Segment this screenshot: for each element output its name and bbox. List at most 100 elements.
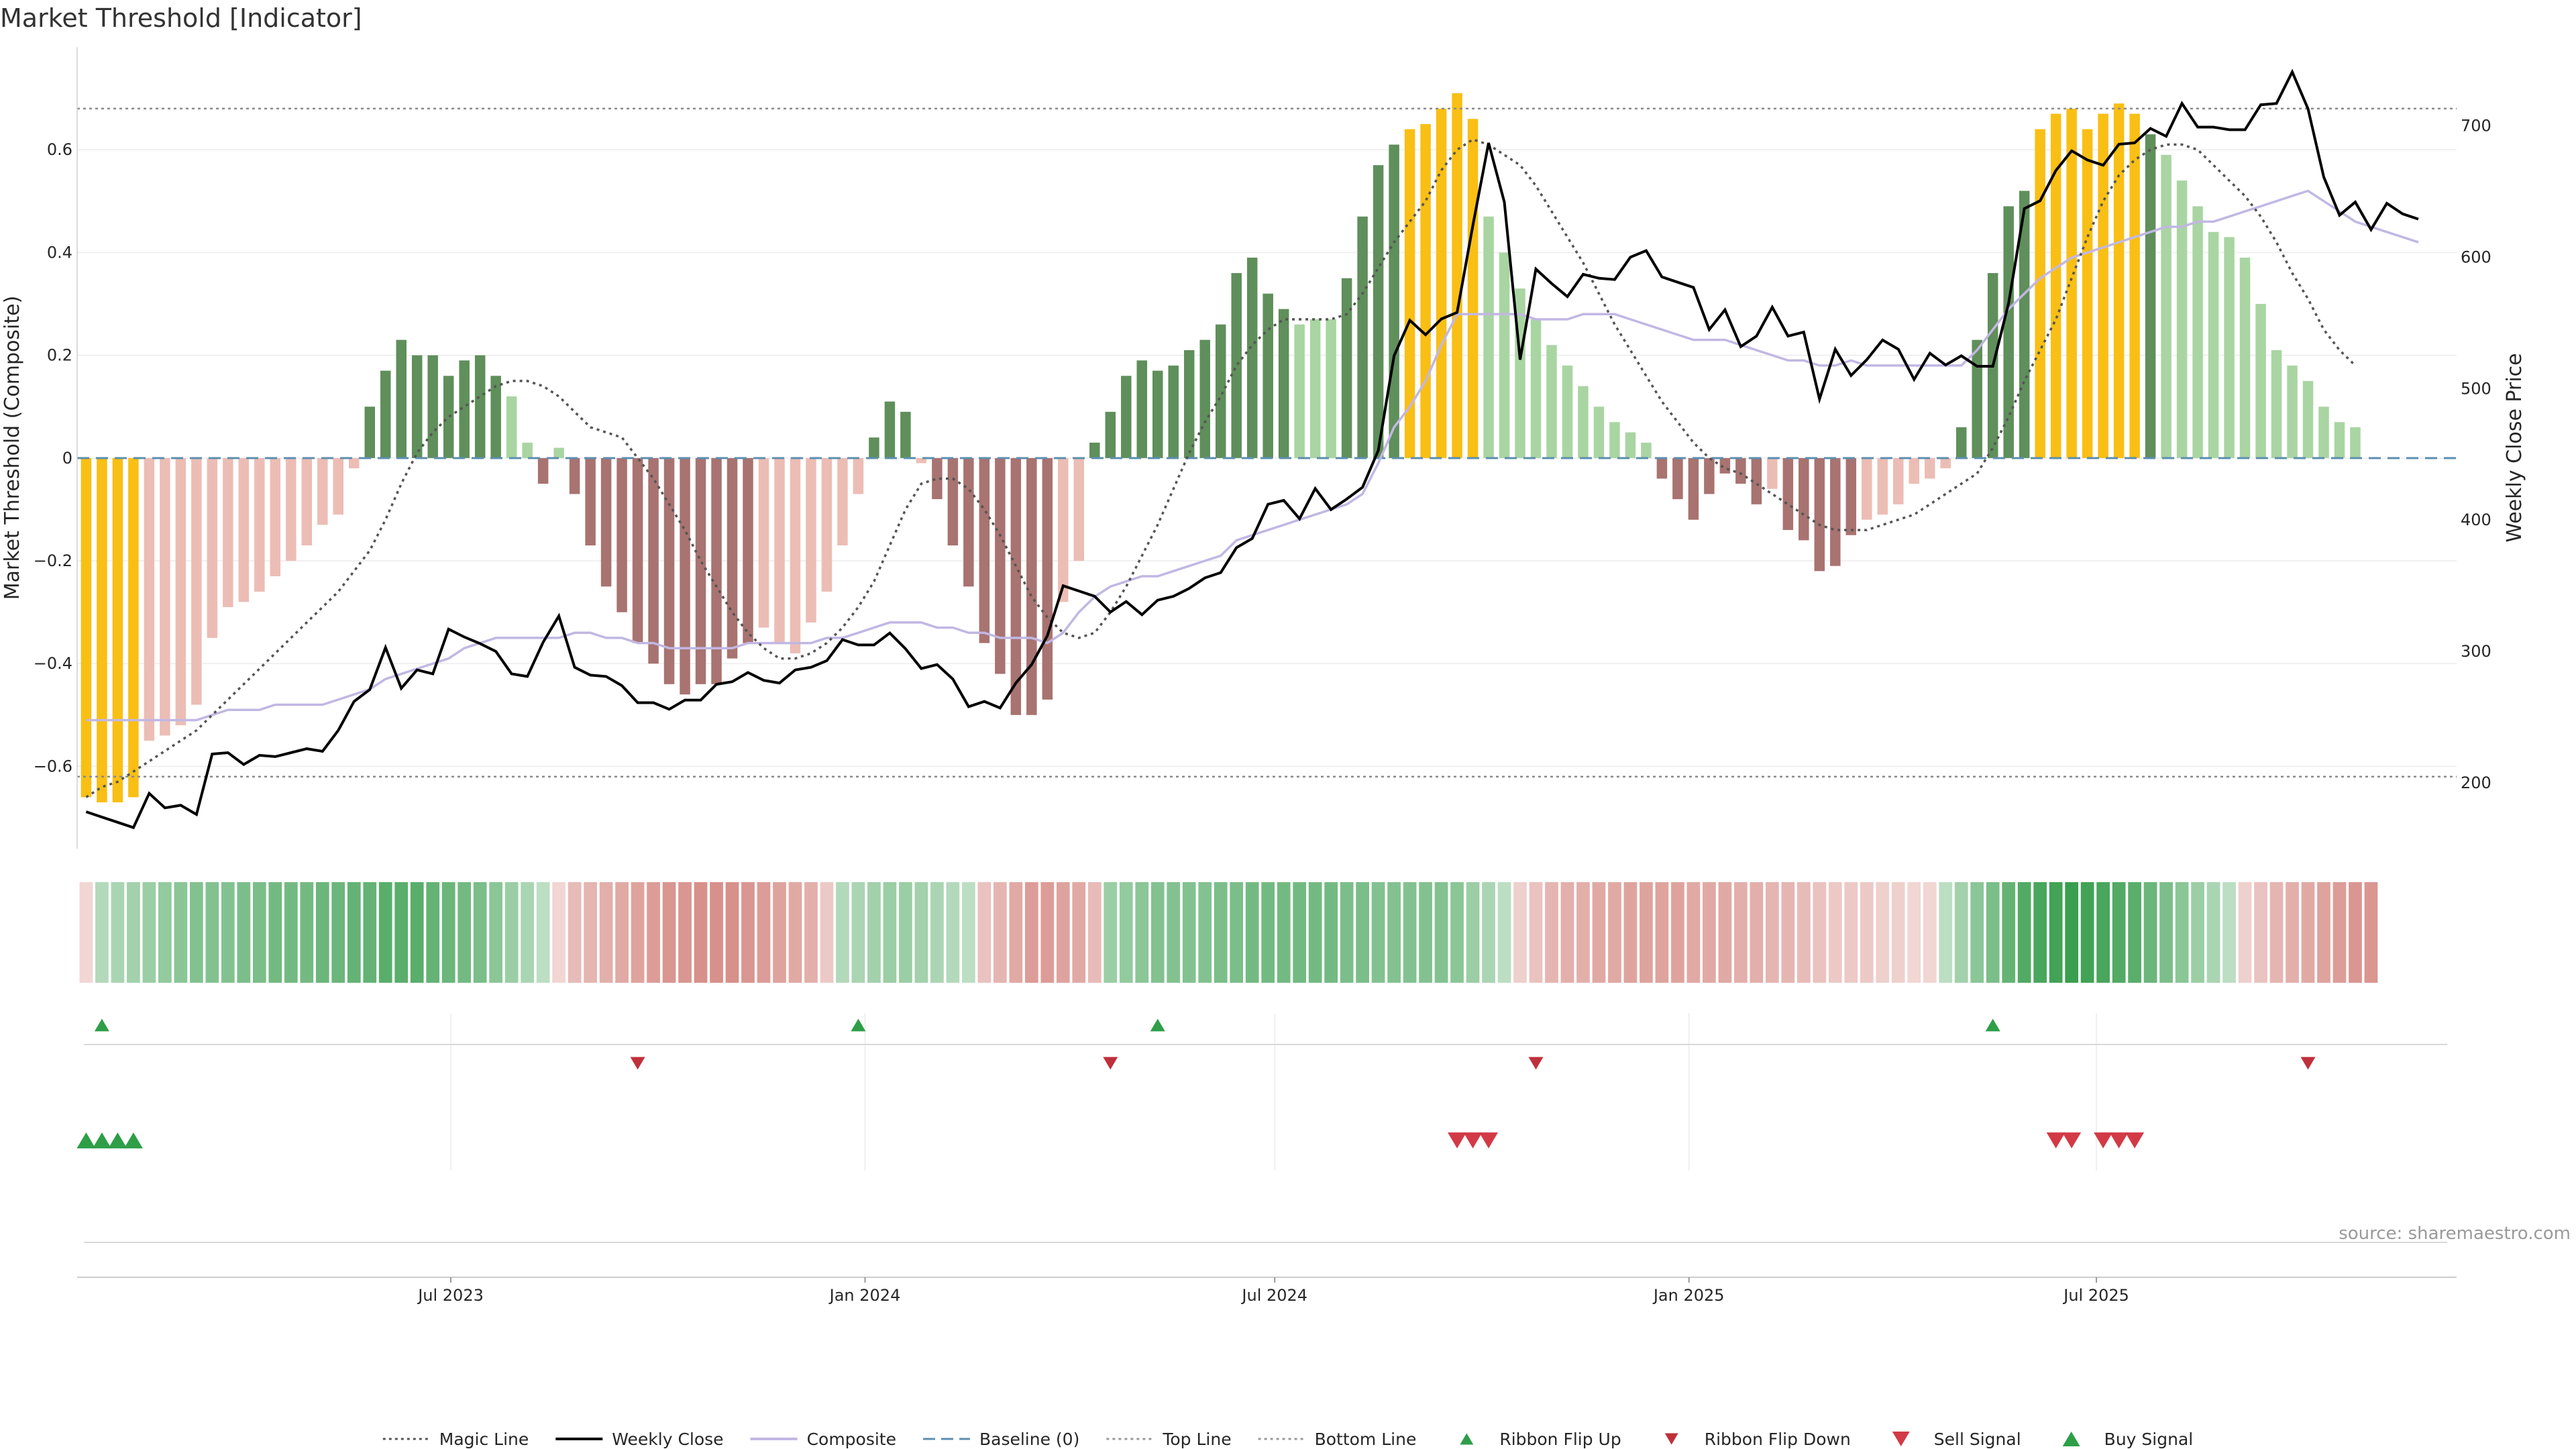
composite-bar bbox=[632, 458, 643, 643]
composite-bar bbox=[2050, 113, 2061, 458]
composite-bar bbox=[569, 458, 580, 494]
composite-bar bbox=[648, 458, 659, 664]
ribbon-flip-down-marker bbox=[1528, 1057, 1544, 1070]
composite-bar bbox=[1436, 108, 1447, 458]
ribbon-cell bbox=[1576, 882, 1590, 983]
ribbon-cell bbox=[741, 882, 755, 983]
ribbon-cell bbox=[1009, 882, 1023, 983]
sell-signal-marker bbox=[1479, 1132, 1499, 1148]
ribbon-cell bbox=[1970, 882, 1984, 983]
composite-bar bbox=[1955, 427, 1967, 458]
ribbon-cell bbox=[1434, 882, 1448, 983]
composite-bar bbox=[600, 458, 612, 587]
legend-swatch bbox=[1460, 1433, 1474, 1445]
ribbon-cell bbox=[1150, 882, 1165, 983]
ribbon-cell bbox=[237, 882, 251, 983]
composite-bar bbox=[2113, 103, 2125, 458]
ribbon-cell bbox=[1891, 882, 1905, 983]
ribbon-cell bbox=[757, 882, 771, 983]
ribbon-cell bbox=[458, 882, 472, 983]
ribbon-cell bbox=[504, 882, 519, 983]
composite-bar bbox=[1625, 432, 1636, 458]
ribbon-cell bbox=[2096, 882, 2110, 983]
x-tick-label: Jul 2024 bbox=[1240, 1286, 1307, 1305]
composite-bar bbox=[364, 407, 375, 458]
ribbon-cell bbox=[1718, 882, 1732, 983]
composite-bar bbox=[474, 355, 486, 458]
ribbon-cell bbox=[1450, 882, 1464, 983]
composite-bar bbox=[270, 458, 281, 577]
ribbon-cell bbox=[1371, 882, 1385, 983]
composite-bar bbox=[2019, 191, 2030, 458]
composite-bar bbox=[1767, 458, 1778, 489]
composite-bar bbox=[1183, 350, 1195, 458]
composite-bar bbox=[2287, 365, 2298, 458]
composite-bar bbox=[1877, 458, 1888, 515]
ribbon-cell bbox=[914, 882, 928, 983]
legend-label: Magic Line bbox=[439, 1430, 529, 1449]
legend-swatch bbox=[1892, 1431, 1910, 1447]
ribbon-cell bbox=[1214, 882, 1228, 983]
composite-bar bbox=[947, 458, 959, 546]
composite-bar bbox=[2161, 154, 2171, 458]
composite-bar bbox=[2035, 129, 2045, 458]
composite-bar bbox=[1483, 216, 1494, 458]
ribbon-cell bbox=[678, 882, 692, 983]
composite-bar bbox=[1909, 458, 1920, 484]
composite-bar bbox=[1593, 407, 1605, 458]
ribbon-cell bbox=[127, 882, 140, 983]
source-label: source: sharemaestro.com bbox=[2339, 1224, 2571, 1244]
legend-label: Top Line bbox=[1162, 1430, 1231, 1449]
composite-bar bbox=[616, 458, 627, 612]
composite-bar bbox=[1294, 324, 1305, 458]
ribbon-cell bbox=[142, 882, 156, 983]
legend-label: Ribbon Flip Down bbox=[1705, 1430, 1851, 1449]
composite-smooth-line bbox=[86, 189, 2419, 722]
ribbon-cell bbox=[2238, 882, 2252, 983]
composite-bar bbox=[1578, 386, 1589, 458]
ribbon-cell bbox=[867, 882, 881, 983]
ribbon-cell bbox=[1497, 882, 1511, 983]
ribbon-cell bbox=[962, 882, 975, 983]
ribbon-cell bbox=[1986, 882, 2000, 983]
ribbon-cell bbox=[2206, 882, 2220, 983]
composite-bar bbox=[1152, 370, 1163, 458]
ribbon-cell bbox=[315, 882, 329, 983]
ribbon-cell bbox=[1387, 882, 1401, 983]
ribbon-cell bbox=[95, 882, 109, 983]
composite-bar bbox=[1782, 458, 1794, 531]
ribbon-cell bbox=[710, 882, 723, 983]
composite-bar bbox=[821, 458, 833, 592]
composite-bar bbox=[2224, 237, 2235, 458]
y-tick-label: −0.2 bbox=[34, 551, 72, 570]
composite-bar bbox=[1688, 458, 1699, 520]
ribbon-cell bbox=[1923, 882, 1937, 983]
composite-bars bbox=[80, 93, 2361, 803]
ribbon-cell bbox=[1529, 882, 1543, 983]
ribbon-cell bbox=[1419, 882, 1432, 983]
ribbon-cell bbox=[836, 882, 849, 983]
ribbon-cell bbox=[426, 882, 440, 983]
composite-bar bbox=[2098, 113, 2108, 458]
composite-bar bbox=[1136, 360, 1148, 458]
y2-tick-label: 600 bbox=[2461, 248, 2491, 266]
composite-bar bbox=[1326, 319, 1336, 458]
composite-bar bbox=[1309, 319, 1321, 458]
legend-label: Baseline (0) bbox=[979, 1430, 1079, 1449]
composite-bar bbox=[1089, 442, 1100, 458]
ribbon-cell bbox=[473, 882, 487, 983]
composite-bar bbox=[1452, 93, 1462, 458]
composite-bar bbox=[254, 458, 265, 592]
ribbon-cell bbox=[584, 882, 597, 983]
ribbon-cell bbox=[441, 882, 455, 983]
sell-signal-marker bbox=[2062, 1132, 2082, 1148]
ribbon-cell bbox=[2112, 882, 2126, 983]
ribbon-cell bbox=[1781, 882, 1795, 983]
ribbon-cell bbox=[773, 882, 786, 983]
composite-bar bbox=[1562, 365, 1573, 458]
composite-bar bbox=[2176, 180, 2188, 458]
legend-item: Magic Line bbox=[382, 1430, 529, 1449]
ribbon-cell bbox=[647, 882, 660, 983]
ribbon-cell bbox=[394, 882, 409, 983]
ribbon-cell bbox=[1261, 882, 1275, 983]
